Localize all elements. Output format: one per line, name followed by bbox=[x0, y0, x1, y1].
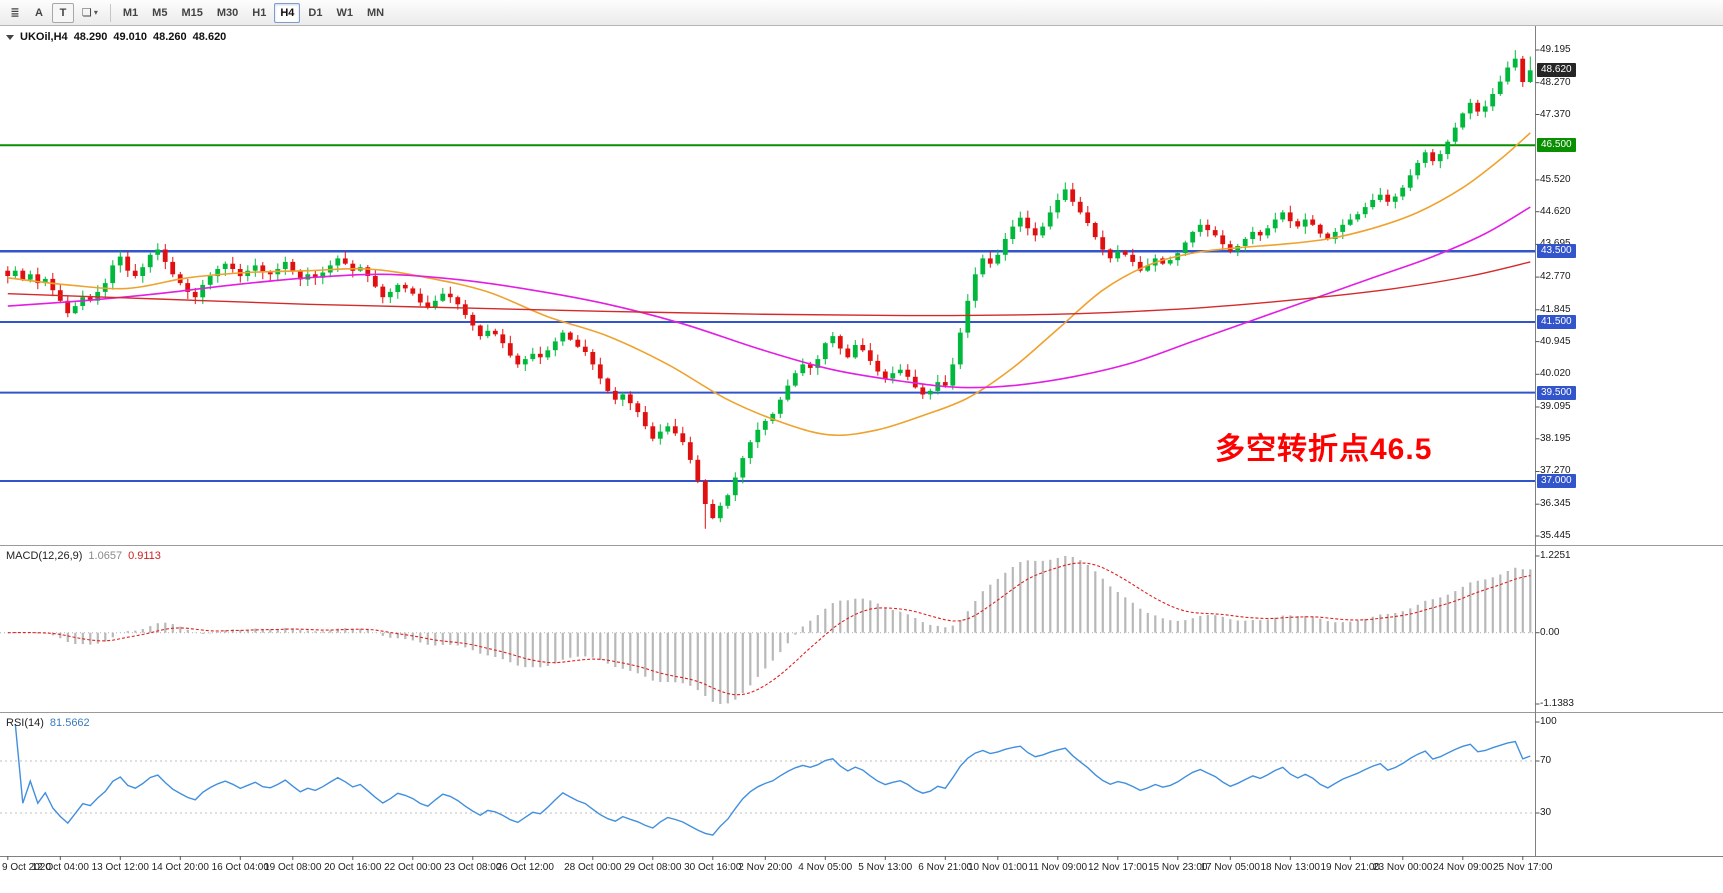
toolbar-separator bbox=[109, 3, 111, 22]
price-chart-canvas[interactable] bbox=[0, 26, 1723, 893]
price-axis-badge-level: 43.500 bbox=[1537, 244, 1576, 259]
price-axis-label: 40.020 bbox=[1540, 368, 1571, 380]
rsi-axis-label: 30 bbox=[1540, 807, 1552, 818]
price-axis-label: 40.945 bbox=[1540, 335, 1571, 347]
time-axis-label: 30 Oct 16:00 bbox=[684, 862, 742, 873]
macd-main-value: 1.0657 bbox=[88, 550, 123, 562]
price-axis-badge-current-price: 48.620 bbox=[1537, 63, 1576, 78]
symbol-dropdown-icon[interactable] bbox=[6, 34, 14, 40]
timeframe-button-m5[interactable]: M5 bbox=[152, 6, 168, 19]
timeframe-button-w1[interactable]: W1 bbox=[336, 6, 353, 19]
chart-area[interactable]: UKOil,H4 48.290 49.010 48.260 48.620 MAC… bbox=[0, 26, 1723, 893]
timeframe-button-d1[interactable]: D1 bbox=[308, 6, 323, 19]
time-axis-label: 24 Nov 09:00 bbox=[1433, 862, 1493, 873]
price-axis-label: 41.845 bbox=[1540, 303, 1571, 315]
time-axis-label: 16 Oct 04:00 bbox=[211, 862, 269, 873]
timeframe-button-h1[interactable]: H1 bbox=[252, 6, 267, 19]
price-axis-badge-level: 37.000 bbox=[1537, 474, 1576, 489]
price-axis-label: 36.345 bbox=[1540, 498, 1571, 510]
price-axis-label: 43.695 bbox=[1540, 238, 1571, 250]
time-axis-label: 6 Nov 21:00 bbox=[918, 862, 973, 873]
time-axis-label: 29 Oct 08:00 bbox=[624, 862, 682, 873]
macd-layer bbox=[0, 556, 1536, 704]
time-axis-label: 20 Oct 16:00 bbox=[324, 862, 382, 873]
time-axis-label: 18 Nov 13:00 bbox=[1260, 862, 1321, 873]
price-axis-label: 45.520 bbox=[1540, 173, 1571, 185]
time-axis-label: 28 Oct 00:00 bbox=[564, 862, 622, 873]
price-axis-label: 48.270 bbox=[1540, 76, 1571, 88]
macd-indicator-label: MACD(12,26,9) 1.0657 0.9113 bbox=[6, 550, 161, 562]
time-axis-label: 14 Oct 20:00 bbox=[151, 862, 209, 873]
time-axis-label: 13 Oct 12:00 bbox=[91, 862, 149, 873]
timeframe-button-m15[interactable]: M15 bbox=[181, 6, 203, 19]
chevron-down-icon: ▾ bbox=[93, 8, 98, 17]
macd-name: MACD(12,26,9) bbox=[6, 550, 83, 562]
chart-title: UKOil,H4 48.290 49.010 48.260 48.620 bbox=[6, 31, 226, 43]
rsi-value: 81.5662 bbox=[49, 717, 90, 729]
price-axis-badge-level: 46.500 bbox=[1537, 138, 1576, 153]
macd-signal-line bbox=[7, 562, 1531, 696]
rsi-layer bbox=[0, 723, 1536, 836]
price-axis-label: 38.195 bbox=[1540, 432, 1571, 444]
drawing-tools-group: ≣ A T ❏ ▾ bbox=[4, 2, 104, 23]
time-axis-label: 19 Oct 08:00 bbox=[264, 862, 322, 873]
price-axis-label: 44.620 bbox=[1540, 205, 1571, 217]
annotation-text: 多空转折点46.5 bbox=[1215, 433, 1433, 466]
price-axis-label: 42.770 bbox=[1540, 271, 1571, 283]
toolbar-tool-annotation[interactable]: A bbox=[35, 6, 43, 19]
time-axis-label: 17 Nov 05:00 bbox=[1200, 862, 1261, 873]
price-axis-label: 49.195 bbox=[1540, 44, 1571, 55]
time-axis-label: 22 Oct 00:00 bbox=[384, 862, 442, 873]
toolbar-tool-chart-list[interactable]: ≣ bbox=[10, 7, 20, 19]
timeframe-group: M1 M5 M15 M30 H1 H4 D1 W1 MN bbox=[117, 2, 390, 23]
timeframe-button-mn[interactable]: MN bbox=[366, 6, 385, 19]
time-axis-label: 9 Oct 2020 bbox=[2, 862, 51, 873]
ma-fast-line bbox=[7, 132, 1531, 437]
price-axis-label: 39.095 bbox=[1540, 400, 1571, 412]
symbol-timeframe-label: UKOil,H4 bbox=[20, 31, 68, 43]
price-axis-label: 37.270 bbox=[1540, 465, 1571, 477]
rsi-name: RSI(14) bbox=[6, 717, 44, 729]
time-axis-label: 4 Nov 05:00 bbox=[798, 862, 853, 873]
ma-mid-line bbox=[7, 206, 1531, 389]
main-toolbar: ≣ A T ❏ ▾ M1 M5 M15 M30 H1 H4 D1 W1 MN bbox=[0, 0, 1723, 26]
macd-axis-label: 1.2251 bbox=[1540, 550, 1571, 561]
time-axis-label: 25 Nov 17:00 bbox=[1493, 862, 1553, 873]
time-axis-label: 12 Nov 17:00 bbox=[1088, 862, 1148, 873]
ohlc-open: 48.290 bbox=[73, 31, 108, 43]
time-axis-label: 23 Oct 08:00 bbox=[444, 862, 502, 873]
rsi-line bbox=[14, 723, 1531, 836]
toolbar-tool-text-label[interactable]: T bbox=[52, 2, 74, 23]
rsi-indicator-label: RSI(14) 81.5662 bbox=[6, 717, 90, 729]
price-axis-label: 47.370 bbox=[1540, 108, 1571, 120]
price-axis-badge-level: 39.500 bbox=[1537, 385, 1576, 400]
timeframe-button-m30[interactable]: M30 bbox=[216, 6, 239, 19]
time-axis-label: 19 Nov 21:00 bbox=[1320, 862, 1381, 873]
time-axis-label: 11 Nov 09:00 bbox=[1028, 862, 1088, 873]
rsi-axis-label: 100 bbox=[1540, 716, 1557, 727]
timeframe-button-m1[interactable]: M1 bbox=[122, 6, 139, 19]
ohlc-high: 49.010 bbox=[113, 31, 147, 43]
time-axis-label: 12 Oct 04:00 bbox=[31, 862, 89, 873]
time-axis-label: 5 Nov 13:00 bbox=[858, 862, 913, 873]
time-axis-label: 26 Oct 12:00 bbox=[496, 862, 554, 873]
price-axis-label: 35.445 bbox=[1540, 530, 1571, 541]
toolbar-tool-draw-tools[interactable]: ❏ ▾ bbox=[82, 7, 98, 19]
macd-axis-label: 0.00 bbox=[1540, 626, 1560, 638]
time-axis-label: 2 Nov 20:00 bbox=[738, 862, 793, 873]
timeframe-button-h4[interactable]: H4 bbox=[274, 2, 301, 23]
ma-slow-line bbox=[7, 261, 1531, 317]
price-axis-badge-level: 41.500 bbox=[1537, 314, 1576, 329]
time-axis-label: 23 Nov 00:00 bbox=[1373, 862, 1433, 873]
macd-axis-label: -1.1383 bbox=[1540, 698, 1574, 709]
time-axis-label: 10 Nov 01:00 bbox=[968, 862, 1028, 873]
ohlc-low: 48.260 bbox=[153, 31, 187, 43]
ohlc-close: 48.620 bbox=[192, 31, 227, 43]
time-axis: 9 Oct 2020 12 Oct 04:00 13 Oct 12:00 14 Oct… bbox=[0, 862, 1723, 882]
time-axis-label: 15 Nov 23:00 bbox=[1148, 862, 1208, 873]
rsi-axis-label: 70 bbox=[1540, 755, 1552, 766]
macd-signal-value: 0.9113 bbox=[128, 550, 161, 562]
